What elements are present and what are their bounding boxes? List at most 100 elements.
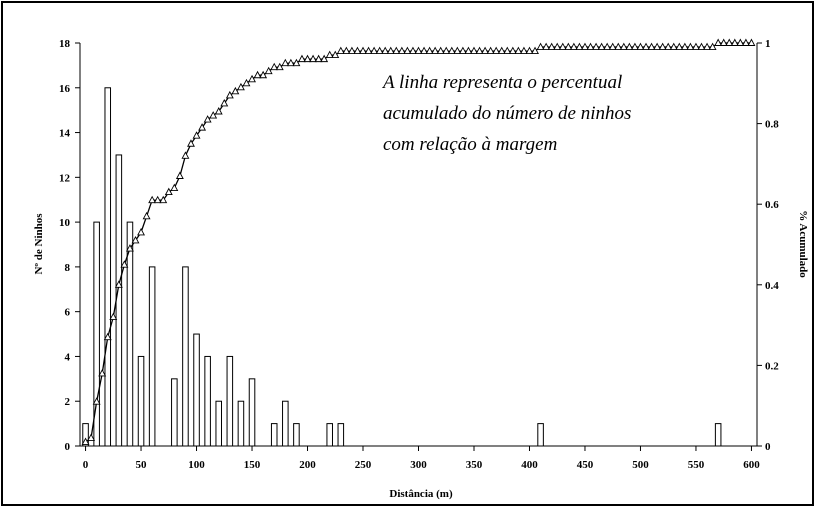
line-point bbox=[281, 58, 290, 67]
line-point bbox=[481, 46, 490, 55]
line-point bbox=[303, 54, 312, 63]
annotation-line-1: A linha representa o percentual bbox=[381, 72, 622, 93]
line-point bbox=[375, 46, 384, 55]
x-tick-label: 500 bbox=[632, 459, 649, 471]
bar bbox=[337, 423, 345, 447]
line-point bbox=[553, 42, 562, 50]
bar bbox=[193, 333, 200, 447]
y-right-tick-label: 0.4 bbox=[765, 280, 779, 292]
y-left-tick-label: 16 bbox=[59, 83, 71, 95]
y-left-tick-label: 2 bbox=[65, 396, 71, 408]
line-point bbox=[414, 46, 423, 55]
line-point bbox=[519, 46, 528, 55]
line-point bbox=[736, 38, 745, 46]
x-tick-label: 100 bbox=[188, 459, 205, 471]
line-point bbox=[547, 42, 556, 50]
line-point bbox=[486, 46, 495, 55]
line-point bbox=[703, 42, 712, 50]
line-point bbox=[409, 46, 417, 55]
cumulative-line bbox=[81, 38, 756, 445]
line-point bbox=[464, 46, 473, 55]
line-point bbox=[248, 74, 256, 83]
line-point bbox=[187, 139, 195, 147]
line-point bbox=[225, 90, 234, 99]
line-point bbox=[564, 42, 573, 50]
line-point bbox=[320, 54, 329, 63]
bars bbox=[82, 87, 722, 447]
line-point bbox=[159, 195, 168, 204]
y-axis-title-left: Nº de Ninhos bbox=[33, 213, 45, 275]
line-point bbox=[697, 42, 706, 50]
line-point bbox=[209, 111, 218, 119]
line-point bbox=[370, 46, 379, 55]
line-point bbox=[508, 46, 517, 55]
line-point bbox=[442, 46, 451, 55]
x-tick-label: 450 bbox=[577, 459, 594, 471]
line-point bbox=[458, 46, 467, 55]
x-tick-label: 550 bbox=[688, 459, 705, 471]
line-point bbox=[292, 58, 301, 67]
bar bbox=[293, 423, 300, 447]
bar bbox=[104, 87, 112, 447]
y-left-tick-label: 6 bbox=[65, 307, 71, 319]
x-tick-label: 200 bbox=[299, 459, 316, 471]
line-point bbox=[153, 195, 162, 204]
line-point bbox=[730, 38, 739, 46]
line-point bbox=[431, 46, 440, 55]
line-point bbox=[314, 54, 323, 63]
line-point bbox=[336, 46, 345, 55]
line-point bbox=[125, 244, 134, 252]
line-point bbox=[747, 38, 756, 46]
line-point bbox=[597, 42, 606, 50]
line-point bbox=[103, 332, 112, 341]
line-point bbox=[381, 46, 390, 55]
bar bbox=[282, 400, 289, 447]
line-point bbox=[325, 50, 334, 59]
bar bbox=[248, 378, 256, 447]
y-left-tick-label: 4 bbox=[65, 351, 71, 363]
axes bbox=[75, 42, 762, 451]
line-point bbox=[164, 187, 173, 196]
line-point bbox=[503, 46, 512, 55]
line-point bbox=[81, 437, 90, 445]
line-point bbox=[630, 42, 639, 50]
y-right-tick-label: 0.8 bbox=[765, 119, 779, 131]
line-point bbox=[192, 131, 201, 139]
line-point bbox=[447, 46, 456, 55]
line-point bbox=[531, 46, 539, 55]
line-point bbox=[658, 42, 667, 50]
line-point bbox=[542, 42, 551, 50]
line-point bbox=[198, 123, 207, 131]
line-point bbox=[259, 70, 268, 79]
bar bbox=[537, 423, 544, 447]
bar bbox=[182, 266, 189, 447]
line-point bbox=[109, 312, 118, 320]
line-point bbox=[708, 42, 717, 50]
y-left-tick-label: 8 bbox=[65, 262, 71, 274]
bar bbox=[82, 423, 89, 447]
bar bbox=[93, 221, 100, 447]
line-point bbox=[347, 46, 356, 55]
line-point bbox=[575, 42, 584, 50]
line-point bbox=[87, 433, 96, 441]
line-point bbox=[137, 227, 145, 236]
y-left-tick-label: 10 bbox=[59, 217, 71, 229]
line-point bbox=[669, 42, 678, 50]
line-point bbox=[719, 38, 728, 46]
annotation-line-3: com relação à margem bbox=[383, 134, 557, 155]
bar bbox=[171, 378, 178, 447]
line-point bbox=[98, 369, 107, 377]
line-point bbox=[236, 82, 245, 91]
line-point bbox=[131, 236, 140, 244]
line-point bbox=[653, 42, 662, 50]
line-point bbox=[420, 46, 428, 55]
line-point bbox=[331, 50, 340, 59]
line-point bbox=[148, 195, 157, 204]
line-point bbox=[525, 46, 534, 55]
line-point bbox=[470, 46, 478, 55]
line-point bbox=[436, 46, 445, 55]
bar bbox=[714, 423, 722, 447]
line-point bbox=[397, 46, 406, 55]
y-left-tick-label: 14 bbox=[59, 128, 71, 140]
